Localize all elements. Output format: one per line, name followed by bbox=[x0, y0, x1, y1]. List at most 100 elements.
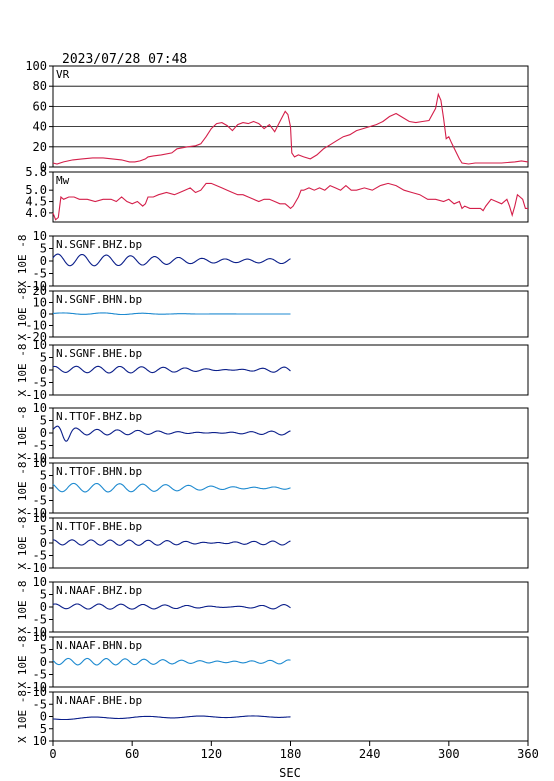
y-tick-label: 5 bbox=[40, 588, 47, 602]
y-tick-label: -10 bbox=[25, 685, 47, 699]
y-tick-label: 0 bbox=[40, 600, 47, 614]
x-axis: 0 60 120 180 240 300 360 bbox=[49, 741, 539, 761]
y-axis-unit-label: X 10E -8 bbox=[16, 581, 29, 634]
series-line bbox=[52, 425, 291, 442]
y-tick-label: 10 bbox=[33, 229, 47, 243]
y-tick-label: 0 bbox=[40, 426, 47, 440]
y-tick-label: -5 bbox=[33, 668, 47, 682]
y-tick-label: 80 bbox=[33, 79, 47, 93]
y-tick-label: -5 bbox=[33, 439, 47, 453]
x-tick-label: 360 bbox=[517, 747, 539, 761]
panel-label: N.SGNF.BHN.bp bbox=[56, 293, 142, 306]
y-tick-label: 10 bbox=[33, 401, 47, 415]
y-tick-label: 100 bbox=[25, 59, 47, 73]
y-tick-label: 10 bbox=[33, 575, 47, 589]
y-tick-label: 10 bbox=[33, 734, 47, 748]
y-tick-label: 10 bbox=[33, 456, 47, 470]
y-tick-label: 5 bbox=[40, 524, 47, 538]
panel-label: N.NAAF.BHE.bp bbox=[56, 694, 142, 707]
panel-frame bbox=[52, 65, 529, 168]
panel-label: N.NAAF.BHZ.bp bbox=[56, 584, 142, 597]
y-tick-label: 10 bbox=[33, 338, 47, 352]
timestamp: 2023/07/28 07:48 bbox=[62, 52, 187, 67]
y-tick-label: 5 bbox=[40, 351, 47, 365]
panel-frame bbox=[52, 171, 529, 223]
y-tick-label: -10 bbox=[25, 451, 47, 465]
panel-label: N.TTOF.BHE.bp bbox=[56, 520, 142, 533]
y-tick-label: 20 bbox=[33, 284, 47, 298]
y-tick-label: -10 bbox=[25, 388, 47, 402]
y-tick-label: 4.0 bbox=[25, 206, 47, 220]
y-tick-label: 0 bbox=[40, 254, 47, 268]
x-tick-label: 240 bbox=[359, 747, 381, 761]
y-tick-label: 5 bbox=[40, 242, 47, 256]
panel-label: N.TTOF.BHZ.bp bbox=[56, 410, 142, 423]
y-tick-label: -5 bbox=[33, 267, 47, 281]
y-tick-label: 40 bbox=[33, 120, 47, 134]
y-tick-label: 10 bbox=[33, 511, 47, 525]
series-line bbox=[52, 539, 291, 546]
panel-label: Mw bbox=[56, 174, 70, 187]
y-axis-unit-label: X 10E -8 bbox=[16, 462, 29, 515]
y-tick-label: -10 bbox=[25, 680, 47, 694]
panel-label: N.SGNF.BHE.bp bbox=[56, 347, 142, 360]
y-axis-unit-label: X 10E -8 bbox=[16, 235, 29, 288]
panel-vr: 100 80 60 40 20 0 VR bbox=[25, 59, 529, 174]
series-line bbox=[53, 715, 291, 721]
series-line bbox=[52, 603, 291, 610]
y-tick-label: 0 bbox=[40, 710, 47, 724]
y-tick-label: -5 bbox=[33, 613, 47, 627]
y-axis-unit-label: X 10E -8 bbox=[16, 288, 29, 341]
series-line bbox=[52, 253, 291, 267]
y-tick-label: 0 bbox=[40, 307, 47, 321]
series-line bbox=[53, 312, 291, 316]
y-tick-label: 0 bbox=[40, 655, 47, 669]
y-tick-label: 0 bbox=[40, 363, 47, 377]
y-tick-label: -5 bbox=[33, 549, 47, 563]
y-tick-label: 0 bbox=[40, 481, 47, 495]
y-tick-label: 5 bbox=[40, 722, 47, 736]
y-axis-unit-label: X 10E -8 bbox=[16, 690, 29, 743]
y-tick-label: -10 bbox=[25, 625, 47, 639]
panel-label: N.NAAF.BHN.bp bbox=[56, 639, 142, 652]
panel-label: N.SGNF.BHZ.bp bbox=[56, 238, 142, 251]
y-tick-label: -20 bbox=[25, 330, 47, 344]
series-line bbox=[52, 657, 291, 666]
y-tick-label: -5 bbox=[33, 376, 47, 390]
series-line bbox=[52, 365, 291, 374]
y-tick-label: -5 bbox=[33, 494, 47, 508]
series-line bbox=[52, 182, 528, 221]
y-tick-label: 0 bbox=[40, 536, 47, 550]
y-axis-unit-label: X 10E -8 bbox=[16, 407, 29, 460]
y-tick-label: -10 bbox=[25, 561, 47, 575]
x-tick-label: 300 bbox=[438, 747, 460, 761]
y-tick-label: -10 bbox=[25, 279, 47, 293]
panel-label: VR bbox=[56, 68, 70, 81]
x-tick-label: 60 bbox=[125, 747, 139, 761]
y-axis-unit-label: X 10E -8 bbox=[16, 344, 29, 397]
series-line bbox=[52, 482, 291, 493]
y-tick-label: 5 bbox=[40, 414, 47, 428]
y-tick-label: -5 bbox=[33, 697, 47, 711]
y-tick-label: 0 bbox=[40, 160, 47, 174]
y-axis-unit-label: X 10E -8 bbox=[16, 517, 29, 570]
x-tick-label: 0 bbox=[49, 747, 56, 761]
series-line bbox=[52, 92, 529, 165]
y-tick-label: 10 bbox=[33, 630, 47, 644]
y-tick-label: -10 bbox=[25, 319, 47, 333]
y-tick-label: 5 bbox=[40, 469, 47, 483]
y-tick-label: -10 bbox=[25, 506, 47, 520]
panel-label: N.TTOF.BHN.bp bbox=[56, 465, 142, 478]
y-tick-label: 60 bbox=[33, 99, 47, 113]
y-tick-label: 5.8 bbox=[25, 165, 47, 179]
y-tick-label: 4.5 bbox=[25, 195, 47, 209]
